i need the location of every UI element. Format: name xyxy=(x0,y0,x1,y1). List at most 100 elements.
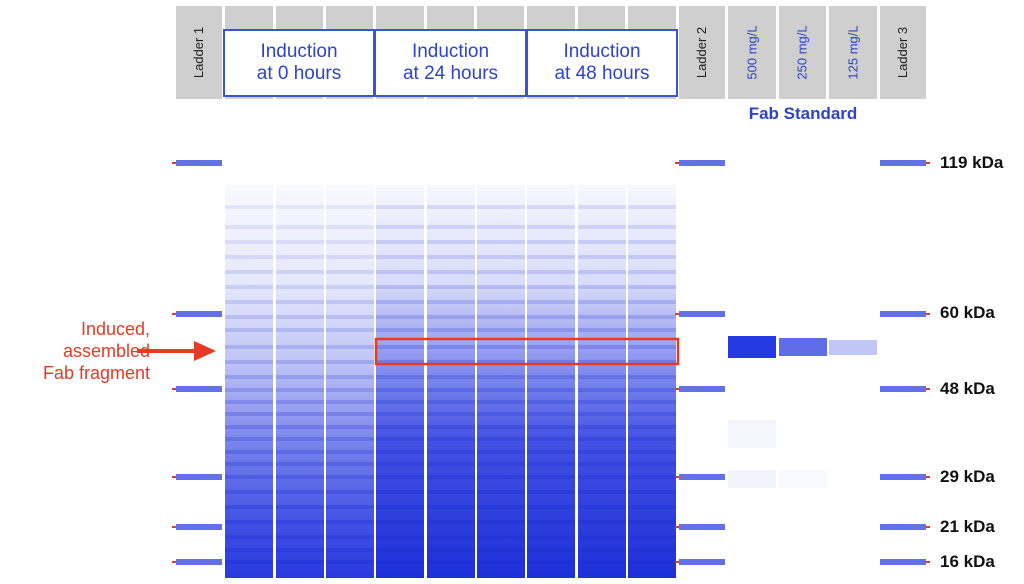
ladder1-label: Ladder 1 xyxy=(191,26,207,79)
sample-lane xyxy=(578,185,626,578)
marker-tick xyxy=(926,476,930,478)
gel-band xyxy=(326,437,374,441)
gel-band xyxy=(628,205,676,209)
gel-band xyxy=(326,205,374,209)
std-header xyxy=(779,6,826,99)
gel-band xyxy=(225,412,273,416)
gel-band xyxy=(376,425,424,429)
gel-band xyxy=(326,505,374,509)
gel-band xyxy=(225,388,273,392)
gel-band xyxy=(376,360,424,364)
gel-band xyxy=(427,375,475,379)
gel-band xyxy=(578,255,626,259)
gel-band xyxy=(225,360,273,364)
gel-band xyxy=(225,315,273,319)
gel-band xyxy=(326,462,374,466)
gel-band xyxy=(628,425,676,429)
ladder3-header xyxy=(880,6,926,99)
ladder-band xyxy=(679,311,725,317)
gel-band xyxy=(225,462,273,466)
gel-band xyxy=(326,548,374,552)
gel-band xyxy=(427,450,475,454)
gel-band xyxy=(527,360,575,364)
gel-band xyxy=(276,205,324,209)
gel-band xyxy=(628,560,676,564)
marker-48: 48 kDa xyxy=(940,379,995,398)
gel-band xyxy=(427,548,475,552)
gel-band xyxy=(225,548,273,552)
ladder-marks xyxy=(176,160,926,565)
gel-band xyxy=(276,505,324,509)
gel-band xyxy=(578,270,626,274)
gel-band xyxy=(477,450,525,454)
gel-band xyxy=(276,560,324,564)
gel-band xyxy=(276,412,324,416)
marker-tick xyxy=(675,388,679,390)
gel-band xyxy=(276,300,324,304)
marker-tick xyxy=(172,476,176,478)
gel-band xyxy=(376,375,424,379)
gel-band xyxy=(628,240,676,244)
gel-band xyxy=(477,345,525,349)
gel-band xyxy=(578,300,626,304)
gel-band xyxy=(527,505,575,509)
marker-tick xyxy=(172,561,176,563)
gel-band xyxy=(276,240,324,244)
gel-band xyxy=(628,345,676,349)
gel-band xyxy=(527,475,575,479)
gel-band xyxy=(276,450,324,454)
std-band-125 xyxy=(829,340,877,355)
gel-band xyxy=(427,425,475,429)
gel-band xyxy=(477,462,525,466)
ladder-band xyxy=(880,311,926,317)
gel-band xyxy=(225,285,273,289)
marker-tick xyxy=(926,388,930,390)
gel-band xyxy=(276,475,324,479)
gel-band xyxy=(376,505,424,509)
gel-band xyxy=(225,400,273,404)
gel-band xyxy=(628,400,676,404)
marker-tick xyxy=(172,162,176,164)
gel-band xyxy=(628,270,676,274)
gel-band xyxy=(276,535,324,539)
gel-band xyxy=(225,475,273,479)
ladder3-label: Ladder 3 xyxy=(895,26,911,79)
gel-band xyxy=(578,425,626,429)
ladder-band xyxy=(176,160,222,166)
gel-band xyxy=(578,285,626,289)
gel-band xyxy=(427,560,475,564)
gel-band xyxy=(477,205,525,209)
gel-band xyxy=(376,412,424,416)
gel-band xyxy=(326,255,374,259)
gel-band xyxy=(477,328,525,332)
gel-band xyxy=(326,225,374,229)
gel-band xyxy=(326,560,374,564)
gel-band xyxy=(427,535,475,539)
gel-band xyxy=(376,328,424,332)
gel-band xyxy=(376,345,424,349)
gel-band xyxy=(578,388,626,392)
gel-band xyxy=(477,520,525,524)
gel-band xyxy=(527,225,575,229)
sample-lane xyxy=(477,185,525,578)
sample-lane xyxy=(527,185,575,578)
ladder-band xyxy=(679,524,725,530)
gel-band xyxy=(477,400,525,404)
gel-band xyxy=(225,345,273,349)
marker-tick xyxy=(172,526,176,528)
gel-band xyxy=(225,560,273,564)
gel-band xyxy=(326,270,374,274)
gel-band xyxy=(427,490,475,494)
gel-band xyxy=(376,560,424,564)
gel-band xyxy=(527,437,575,441)
gel-band xyxy=(276,425,324,429)
gel-band xyxy=(276,270,324,274)
gel-band xyxy=(477,360,525,364)
std-faint-2 xyxy=(728,470,776,488)
gel-band xyxy=(326,475,374,479)
gel-band xyxy=(326,345,374,349)
sample-lane xyxy=(225,185,273,578)
gel-band xyxy=(527,285,575,289)
gel-band xyxy=(527,535,575,539)
